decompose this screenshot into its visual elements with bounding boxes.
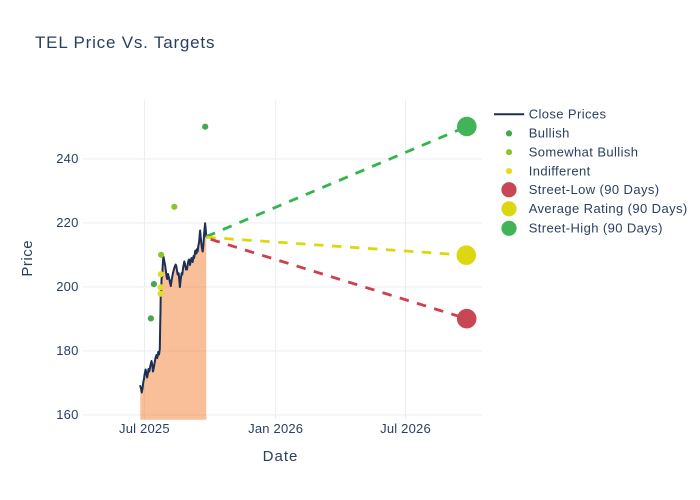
svg-text:Jan 2026: Jan 2026 bbox=[248, 421, 303, 436]
svg-text:Average Rating (90 Days): Average Rating (90 Days) bbox=[529, 201, 688, 216]
svg-text:Street-High (90 Days): Street-High (90 Days) bbox=[529, 221, 663, 236]
svg-text:Indifferent: Indifferent bbox=[529, 163, 591, 178]
svg-text:Price: Price bbox=[19, 240, 36, 277]
svg-text:TEL Price Vs. Targets: TEL Price Vs. Targets bbox=[35, 33, 215, 52]
svg-text:Somewhat Bullish: Somewhat Bullish bbox=[529, 144, 639, 159]
svg-text:Jul 2025: Jul 2025 bbox=[119, 421, 170, 436]
svg-text:Street-Low (90 Days): Street-Low (90 Days) bbox=[529, 182, 660, 197]
svg-text:200: 200 bbox=[56, 279, 78, 294]
svg-text:Date: Date bbox=[263, 448, 299, 465]
svg-text:160: 160 bbox=[56, 407, 78, 422]
svg-text:Bullish: Bullish bbox=[529, 126, 570, 141]
svg-text:Close Prices: Close Prices bbox=[529, 106, 607, 121]
svg-text:220: 220 bbox=[56, 215, 78, 230]
svg-text:180: 180 bbox=[56, 343, 78, 358]
svg-text:240: 240 bbox=[56, 151, 78, 166]
svg-text:Jul 2026: Jul 2026 bbox=[380, 421, 431, 436]
